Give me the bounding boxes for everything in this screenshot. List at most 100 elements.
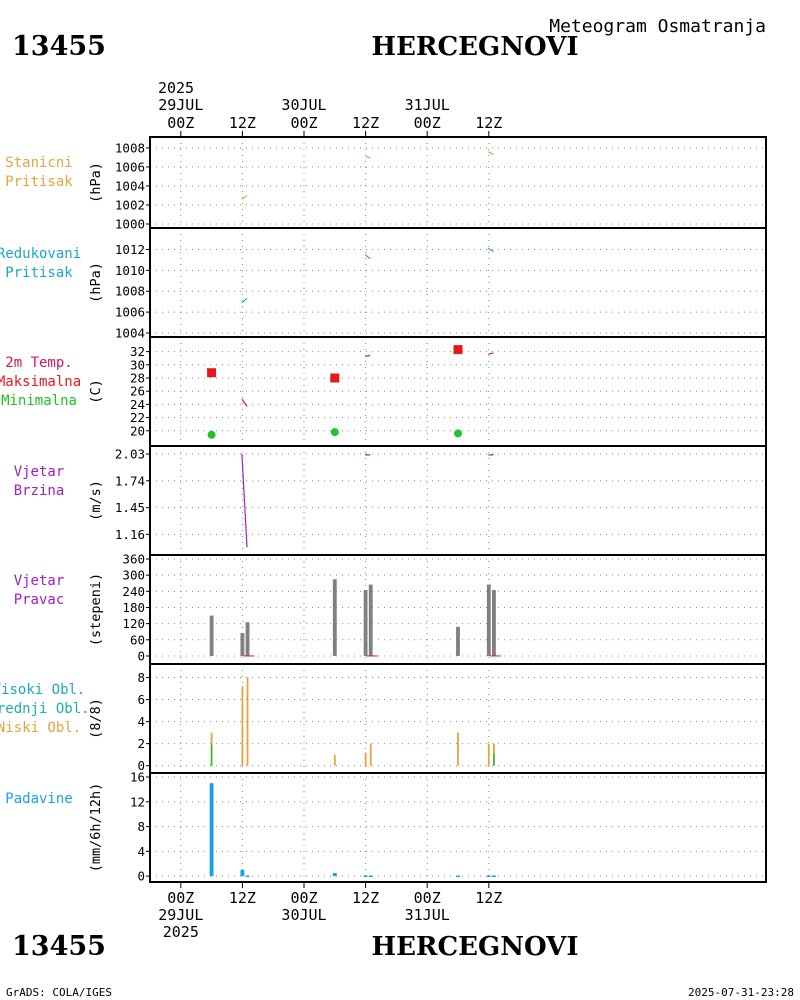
bar-wind_direction: [245, 622, 250, 656]
year-top: 2025: [158, 79, 194, 97]
bottom-tick-label: 29JUL: [158, 906, 203, 924]
y-tick-label: 180: [122, 600, 145, 615]
bar-precipitation: [245, 875, 250, 878]
series-line-reduced_pressure: [364, 254, 371, 260]
y-tick-label: 12: [130, 794, 145, 809]
series-line-station_pressure: [241, 195, 248, 200]
bar-precipitation: [363, 875, 368, 878]
panel-precipitation: 0 4 8 12 16 (mm/6h/12h) Padavine: [5, 770, 766, 884]
y-tick-label: 8: [137, 670, 145, 685]
panel-plot-area: [150, 137, 766, 228]
panel-reduced_pressure: 1004 1006 1008 1010 1012 (hPa) Redukovani Priti…: [0, 227, 766, 341]
series-line-reduced_pressure: [487, 247, 494, 253]
y-tick-label: 24: [130, 397, 145, 412]
station-name-bottom: HERCEGNOVI: [372, 932, 579, 962]
bottom-tick-label: 31JUL: [405, 906, 450, 924]
panel-label: Padavine: [5, 791, 72, 807]
panel-label: Vjetar: [14, 464, 65, 480]
bar-clouds: [457, 732, 459, 766]
series-line-reduced_pressure: [241, 298, 248, 304]
y-tick-label: 20: [130, 423, 145, 438]
y-tick-label: 22: [130, 410, 145, 425]
panel-label: Pritisak: [5, 265, 73, 281]
bar-wind_direction: [368, 584, 373, 656]
panel-plot-area: [150, 337, 766, 446]
unit-label: (hPa): [88, 162, 104, 203]
panel-plot-area: [150, 228, 766, 337]
panel-wind_speed: 1.16 1.45 1.74 2.03 (m/s) Vjetar Brzina: [14, 445, 766, 555]
bar-precipitation: [456, 875, 460, 878]
bar-wind_direction: [456, 626, 460, 656]
y-tick-label: 300: [122, 568, 145, 583]
station-id-bottom: 13455: [12, 931, 106, 962]
panel-label: Maksimalna: [0, 374, 81, 390]
bottom-tick-label: 30JUL: [281, 906, 326, 924]
series-line-wind_speed: [241, 453, 248, 548]
bar-clouds: [333, 754, 336, 766]
top-tick-label: 00Z: [290, 114, 317, 132]
panel-clouds: 0 2 4 6 8 (8/8)Visoki Obl. Srednji Obl. Niski O…: [0, 663, 766, 773]
top-tick-label: 12Z: [475, 114, 502, 132]
y-tick-label: 0: [137, 869, 145, 884]
y-tick-label: 1.16: [115, 527, 145, 542]
unit-label: (hPa): [88, 262, 104, 303]
panel-label: Niski Obl.: [0, 720, 81, 736]
y-tick-label: 1.74: [115, 473, 145, 488]
panel-label: Redukovani: [0, 246, 81, 262]
panel-label: Stanicni: [5, 155, 72, 171]
bottom-tick-label: 00Z: [290, 889, 317, 907]
y-tick-label: 8: [137, 819, 145, 834]
y-tick-label: 2: [137, 736, 145, 751]
footer-timestamp-text: 2025-07-31-23:28: [688, 986, 794, 999]
y-tick-label: 28: [130, 370, 145, 385]
series-line-temperature: [488, 352, 494, 355]
y-tick-label: 4: [137, 714, 145, 729]
bottom-tick-label: 12Z: [352, 889, 379, 907]
y-tick-label: 120: [122, 616, 145, 631]
series-line-temperature: [241, 398, 248, 407]
panel-label: Vjetar: [14, 573, 65, 589]
bar-clouds: [246, 677, 249, 766]
y-tick-label: 1004: [115, 326, 145, 341]
y-tick-label: 240: [122, 584, 145, 599]
max-temp-marker: [207, 368, 217, 378]
panel-plot-area: [150, 773, 766, 882]
top-tick-label: 30JUL: [281, 96, 326, 114]
panel-label: Visoki Obl.: [0, 682, 85, 698]
top-tick-label: 00Z: [414, 114, 441, 132]
y-tick-label: 6: [137, 692, 145, 707]
top-tick-label: 31JUL: [405, 96, 450, 114]
bar-clouds: [364, 752, 367, 766]
top-tick-label: 12Z: [352, 114, 379, 132]
bar-precipitation: [209, 783, 214, 877]
y-tick-label: 60: [130, 632, 145, 647]
station-name-top: HERCEGNOVI: [372, 32, 579, 62]
bottom-tick-label: 12Z: [475, 889, 502, 907]
unit-label: (C): [88, 379, 104, 403]
bottom-tick-label: 00Z: [167, 889, 194, 907]
max-temp-marker: [330, 373, 340, 383]
series-line-station_pressure: [364, 154, 371, 159]
min-temp-marker: [454, 429, 462, 438]
y-tick-label: 1.45: [115, 500, 145, 515]
bar-wind_direction: [332, 579, 337, 656]
unit-label: (m/s): [88, 480, 104, 521]
panel-plot-area: [150, 664, 766, 773]
bar-precipitation: [368, 875, 373, 878]
y-tick-label: 1004: [115, 178, 145, 193]
bar-wind_direction: [240, 633, 245, 656]
bottom-tick-label: 2025: [163, 923, 199, 941]
panel-label: Minimalna: [1, 393, 77, 409]
subtitle: Meteogram Osmatranja: [549, 16, 766, 37]
bar-clouds: [493, 753, 495, 766]
min-temp-marker: [330, 428, 339, 437]
y-tick-label: 4: [137, 844, 145, 859]
plot-frame: [149, 136, 767, 883]
top-tick-label: 00Z: [167, 114, 194, 132]
bottom-tick-label: 00Z: [414, 889, 441, 907]
